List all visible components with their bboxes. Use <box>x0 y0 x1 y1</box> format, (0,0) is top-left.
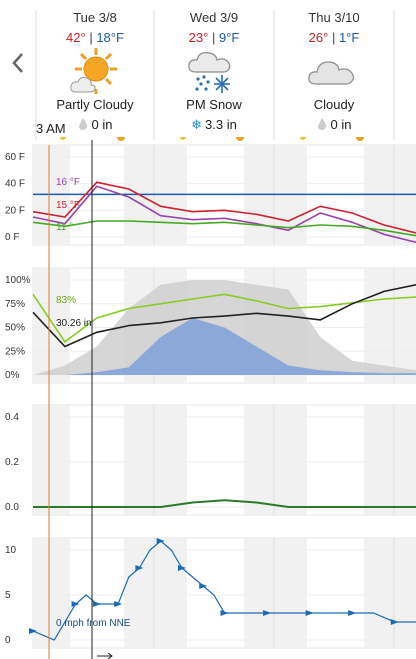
night-band <box>124 405 187 515</box>
axis-tick-label: 40 F <box>5 179 25 190</box>
day-name: Wed 3/9 <box>189 10 239 25</box>
wind-arrow-icon <box>156 538 165 544</box>
chart-panel <box>32 404 416 516</box>
day-condition: PM Snow <box>186 97 242 112</box>
day-temps: 42° | 18°F <box>66 30 124 45</box>
day-column-2[interactable]: Thu 3/10 26° | 1°F Cloudy 0 in <box>274 0 394 140</box>
day-column-0[interactable]: Tue 3/8 42° | 18°F Partly Cloudy 0 in <box>36 0 154 140</box>
series-line-temp <box>32 181 416 234</box>
cloudy-icon <box>308 61 355 85</box>
axis-tick-label: 0 <box>5 635 11 646</box>
axis-tick-label: 0.2 <box>5 457 19 468</box>
series-line-humidity <box>32 293 416 343</box>
series-label-dew: 11 ° <box>56 222 73 233</box>
snow-icon <box>188 52 231 93</box>
sun-marker <box>300 137 306 140</box>
axis-tick-label: 75% <box>5 299 25 310</box>
axis-tick-label: 0 F <box>5 232 19 243</box>
day-name: Thu 3/10 <box>308 10 360 25</box>
low-temp: 9°F <box>218 30 240 45</box>
partly-cloudy-icon <box>70 48 117 94</box>
series-line-pressure <box>32 284 416 348</box>
wind-arrow-icon <box>71 601 80 607</box>
chevron-left-icon[interactable] <box>8 50 28 76</box>
low-temp: 1°F <box>338 30 360 45</box>
day-temps: 26° | 1°F <box>308 30 360 45</box>
axis-tick-label: 0.0 <box>5 502 19 513</box>
axis-tick-label: 0% <box>5 370 20 381</box>
axis-tick-label: 10 <box>5 545 17 556</box>
day-temps: 23° | 9°F <box>188 30 240 45</box>
day-condition: Partly Cloudy <box>56 97 134 112</box>
day-column-1[interactable]: Wed 3/9 23° | 9°F PM Snow ❄ 3.3 in <box>154 0 274 140</box>
night-band <box>33 405 70 515</box>
day-name: Tue 3/8 <box>73 10 117 25</box>
wind-arrow-icon <box>114 601 123 607</box>
raindrop-icon <box>78 118 87 130</box>
axis-tick-label: 0.4 <box>5 412 19 423</box>
axis-tick-label: 20 F <box>5 205 25 216</box>
day-precip: 0 in <box>274 117 394 132</box>
precip-chance-area <box>33 318 416 375</box>
wind-arrow-icon <box>305 610 314 616</box>
series-label-feels: 16 °F <box>56 177 80 188</box>
wind-arrow-icon <box>220 610 229 616</box>
axis-tick-label: 100% <box>5 275 31 286</box>
high-temp: 23° <box>188 30 209 45</box>
sun-marker <box>60 137 66 140</box>
axis-tick-label: 5 <box>5 590 11 601</box>
wind-arrow-icon <box>263 610 272 616</box>
day-condition: Cloudy <box>313 97 355 112</box>
series-label-temp: 15 °F <box>56 200 80 211</box>
low-temp: 18°F <box>96 30 124 45</box>
series-line-precip-amount <box>33 499 416 508</box>
axis-tick-label: 60 F <box>5 152 25 163</box>
day-precip: 0 in <box>36 117 154 132</box>
series-label-humidity: 83% <box>56 295 76 306</box>
sun-marker <box>117 137 125 141</box>
night-band <box>364 538 416 648</box>
axis-tick-label: 25% <box>5 346 25 357</box>
sun-marker <box>180 137 186 140</box>
wind-arrow-icon <box>135 565 144 571</box>
wind-arrow-icon <box>199 583 208 589</box>
axis-tick-label: 50% <box>5 323 25 334</box>
sun-marker <box>236 137 244 141</box>
wind-arrow-icon <box>348 610 357 616</box>
night-band <box>33 538 70 648</box>
chart-panel <box>32 537 416 649</box>
wind-arrow-icon <box>390 619 399 625</box>
night-band <box>244 538 307 648</box>
sun-marker <box>356 137 364 141</box>
night-band <box>124 538 187 648</box>
series-label-wind: 0 mph from NNE <box>56 618 131 629</box>
night-band <box>364 405 416 515</box>
current-time-label: 3 AM <box>36 121 66 136</box>
night-band <box>33 268 70 383</box>
snowflake-icon: ❄ <box>191 117 203 132</box>
wind-arrow-icon <box>29 628 37 634</box>
series-line-feels <box>32 185 416 244</box>
day-precip: ❄ 3.3 in <box>191 117 237 132</box>
series-line-dew <box>32 220 416 237</box>
series-label-pressure: 30.26 in <box>56 318 92 329</box>
wind-arrow-icon <box>177 565 186 571</box>
wind-arrow-icon <box>92 601 101 607</box>
night-band <box>244 405 307 515</box>
high-temp: 42° <box>66 30 86 45</box>
arrow-right-icon <box>97 652 113 659</box>
raindrop-icon <box>317 118 326 130</box>
high-temp: 26° <box>308 30 329 45</box>
